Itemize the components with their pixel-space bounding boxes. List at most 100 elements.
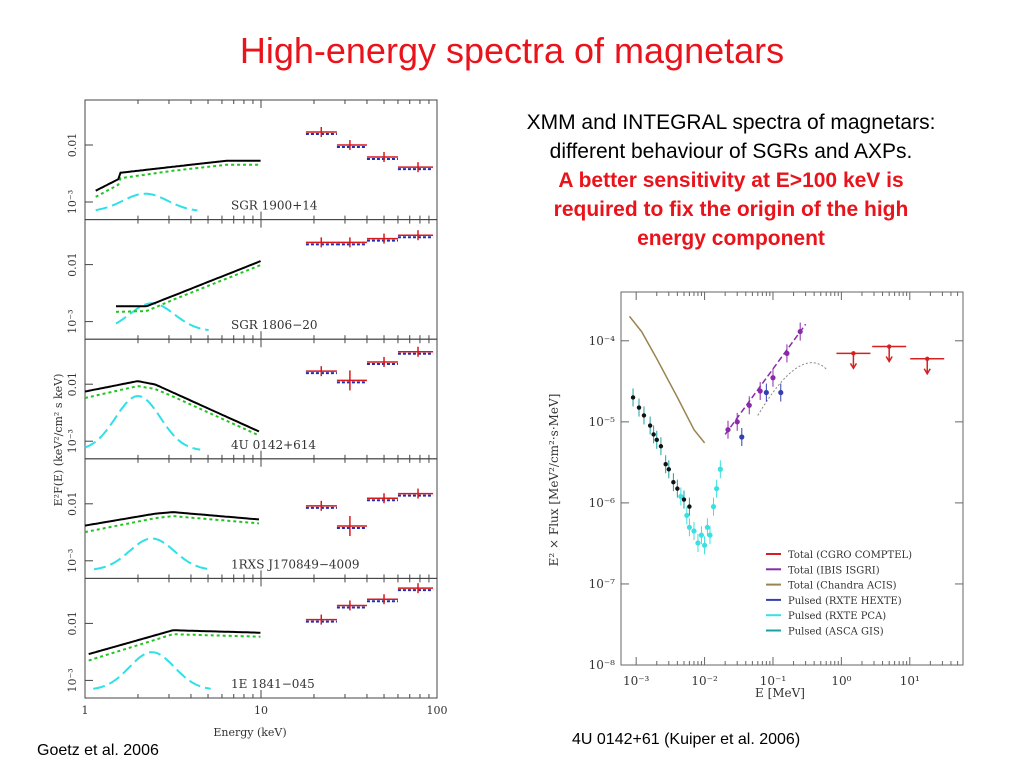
slide-title: High-energy spectra of magnetars <box>239 30 785 71</box>
total-model <box>116 260 261 308</box>
data-point <box>707 532 713 538</box>
y-tick-label: 10⁻⁶ <box>589 496 616 510</box>
data-point <box>684 512 690 519</box>
panel-label: 1RXS J170849−4009 <box>231 557 359 571</box>
data-point <box>695 540 701 546</box>
data-point <box>671 480 676 485</box>
data-point <box>698 532 705 538</box>
y-tick-label: 10⁻³ <box>66 190 79 214</box>
slide-description: XMM and INTEGRAL spectra of magnetars: d… <box>466 108 996 253</box>
legend-entry: Pulsed (RXTE HEXTE) <box>788 596 902 607</box>
legend-entry: Pulsed (RXTE PCA) <box>788 611 886 622</box>
y-axis-label: E² × Flux [MeV²/cm²·s·MeV] <box>547 394 561 567</box>
data-point <box>797 328 803 335</box>
total-model <box>84 380 260 433</box>
x-tick-label: 10 <box>254 704 268 717</box>
data-point <box>630 395 636 400</box>
y-tick-label: 10⁻⁴ <box>589 334 616 348</box>
panel-label: 4U 0142+614 <box>231 438 316 452</box>
data-point <box>746 402 752 408</box>
y-tick-label: 0.01 <box>66 492 79 517</box>
data-point <box>734 419 740 425</box>
panel-label: SGR 1806−20 <box>231 318 318 332</box>
spectrum-panel: 0.01 10⁻³ 1RXS J170849−4009 <box>66 458 438 579</box>
y-tick-label: 0.01 <box>66 611 79 636</box>
upper-limit-arrowhead <box>849 362 858 370</box>
data-point <box>636 405 642 410</box>
legend-entry: Total (Chandra ACIS) <box>788 581 897 592</box>
x-tick-label: 10⁻³ <box>623 674 650 688</box>
data-point <box>725 427 731 433</box>
total-model <box>95 159 261 192</box>
upper-limit-arrowhead <box>885 356 893 363</box>
x-axis-label: E [MeV] <box>755 686 805 700</box>
data-point <box>647 423 653 428</box>
x-tick-label: 10⁻¹ <box>760 674 786 688</box>
data-point <box>717 466 723 472</box>
x-tick-label: 10¹ <box>900 674 920 688</box>
desc-emphasis-2: required to fix the origin of the high <box>553 198 909 221</box>
data-point <box>710 504 717 510</box>
desc-line-1: XMM and INTEGRAL spectra of magnetars: <box>526 111 936 134</box>
blackbody-component <box>95 192 198 212</box>
upper-limit-point <box>851 351 856 356</box>
blackbody-component <box>93 651 211 690</box>
data-point <box>663 462 668 467</box>
powerlaw-component <box>84 515 260 534</box>
data-point <box>784 350 790 356</box>
x-tick-label: 1 <box>82 704 89 717</box>
data-point <box>641 413 647 418</box>
upper-limit-point <box>925 356 930 361</box>
y-tick-label: 10⁻⁷ <box>589 577 616 591</box>
spectrum-panel: 0.01 10⁻³ 1E 1841−045 <box>66 577 438 699</box>
blackbody-component <box>93 537 210 571</box>
spectrum-panel: 0.01 10⁻³ SGR 1806−20 <box>66 219 438 340</box>
x-axis-label: Energy (keV) <box>213 726 286 739</box>
data-point <box>739 434 745 440</box>
total-model <box>88 629 261 656</box>
legend-entry: Total (IBIS ISGRI) <box>788 565 880 576</box>
data-point <box>681 497 687 502</box>
panel-label: 1E 1841−045 <box>231 677 315 691</box>
data-point <box>658 444 664 449</box>
total-model <box>84 511 260 527</box>
desc-emphasis-1: A better sensitivity at E>100 keV is <box>558 169 904 192</box>
legend-entry: Pulsed (ASCA GIS) <box>788 627 884 638</box>
desc-emphasis-3: energy component <box>637 227 825 250</box>
data-point <box>654 437 659 443</box>
legend-entry: Total (CGRO COMPTEL) <box>788 550 912 561</box>
isgri-powerlaw-model <box>724 323 807 435</box>
data-point <box>714 486 720 492</box>
y-tick-label: 0.01 <box>66 372 79 397</box>
data-point <box>691 528 697 534</box>
model-extrapolation <box>757 362 827 416</box>
y-tick-label: 0.01 <box>66 252 79 277</box>
y-tick-label: 10⁻³ <box>66 429 79 453</box>
y-tick-label: 10⁻³ <box>66 309 79 333</box>
desc-line-2: different behaviour of SGRs and AXPs. <box>549 140 913 163</box>
x-tick-label: 10⁻² <box>691 674 718 688</box>
y-tick-label: 10⁻⁸ <box>589 658 616 672</box>
y-tick-label: 10⁻⁵ <box>589 415 616 429</box>
data-point <box>675 486 680 491</box>
powerlaw-component <box>88 633 261 662</box>
y-tick-label: 10⁻³ <box>66 668 79 692</box>
y-tick-label: 0.01 <box>66 133 79 158</box>
data-point <box>686 524 693 530</box>
chandra-acis-curve <box>628 315 706 444</box>
y-axis-label: E²F(E) (keV²/cm² s keV) <box>52 374 65 507</box>
data-point <box>701 542 708 548</box>
powerlaw-component <box>95 163 261 198</box>
data-point <box>666 467 672 472</box>
upper-limit-arrowhead <box>923 368 931 376</box>
data-point <box>763 389 769 396</box>
powerlaw-component <box>115 264 261 313</box>
data-point <box>678 493 684 500</box>
x-tick-label: 10⁰ <box>831 674 851 688</box>
panel-label: SGR 1900+14 <box>231 199 318 213</box>
x-tick-label: 100 <box>427 704 448 717</box>
y-tick-label: 10⁻³ <box>66 549 79 573</box>
data-point <box>651 432 656 437</box>
